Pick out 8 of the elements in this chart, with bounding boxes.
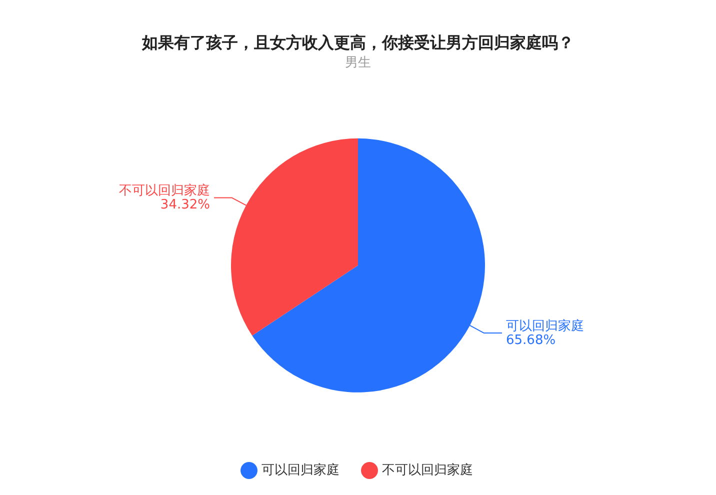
legend-label: 可以回归家庭: [262, 462, 340, 478]
slice-label: 可以回归家庭: [506, 318, 584, 334]
chart-subtitle: 男生: [345, 55, 371, 70]
slice-label: 不可以回归家庭: [119, 182, 210, 199]
chart-title: 如果有了孩子，且女方收入更高，你接受让男方回归家庭吗？: [141, 32, 574, 52]
data-label: 34.32%: [160, 198, 210, 213]
legend-label: 不可以回归家庭: [382, 462, 473, 478]
data-label: 65.68%: [506, 332, 556, 348]
